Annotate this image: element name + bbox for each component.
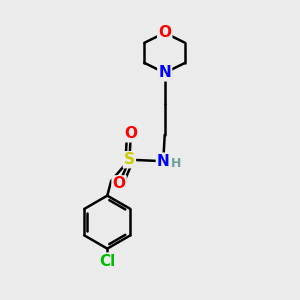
Text: S: S — [124, 152, 135, 167]
Text: O: O — [124, 126, 137, 141]
Text: N: N — [158, 65, 171, 80]
Text: O: O — [158, 25, 171, 40]
Text: H: H — [170, 157, 181, 170]
Text: N: N — [157, 154, 169, 169]
Text: Cl: Cl — [99, 254, 116, 268]
Text: O: O — [112, 176, 126, 191]
